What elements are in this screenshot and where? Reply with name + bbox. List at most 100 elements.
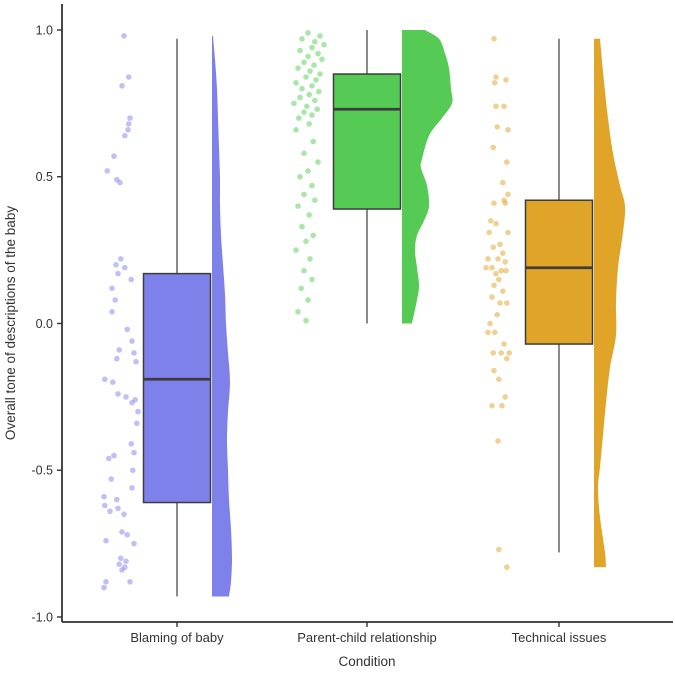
violin-3 (594, 38, 626, 568)
data-point (313, 77, 319, 83)
data-point (103, 579, 109, 585)
data-point (498, 267, 505, 274)
data-point (102, 502, 108, 509)
data-point (126, 121, 132, 127)
data-point (502, 394, 509, 400)
data-point (489, 264, 495, 271)
data-point (297, 174, 303, 180)
data-point (498, 350, 505, 356)
data-point (117, 179, 123, 186)
data-point (129, 399, 135, 406)
data-point (115, 270, 121, 277)
y-tick-label: -1.0 (31, 610, 53, 624)
data-point (500, 250, 506, 256)
data-point (119, 529, 125, 535)
data-point (297, 94, 303, 101)
data-point (116, 347, 122, 353)
data-point (504, 159, 510, 165)
data-point (113, 262, 119, 268)
x-axis-title: Condition (338, 654, 395, 669)
data-point (118, 256, 124, 262)
data-point (496, 276, 502, 283)
data-point (499, 402, 505, 409)
data-point (496, 376, 502, 383)
axes-layer: 1.0 0.5 0.0 -0.5 -1.0 Blaming of baby Parent-c… (31, 4, 673, 645)
data-point (101, 493, 107, 500)
data-point (496, 546, 502, 553)
data-point (485, 329, 491, 336)
data-point (129, 338, 135, 344)
data-point (483, 264, 489, 271)
data-point (134, 420, 140, 427)
data-point (304, 103, 310, 110)
data-point (115, 391, 121, 397)
box-3 (524, 199, 594, 345)
data-point (503, 77, 509, 83)
data-point (494, 311, 501, 318)
y-tick-label: -0.5 (31, 464, 53, 478)
scatter-layer (101, 30, 512, 591)
data-point (490, 244, 497, 250)
data-point (316, 88, 322, 95)
y-axis-title: Overall tone of descriptions of the baby (3, 206, 18, 440)
data-point (108, 476, 114, 482)
box-2 (332, 73, 402, 210)
data-point (309, 83, 315, 89)
data-point (104, 168, 110, 174)
data-point (315, 159, 321, 165)
x-tick-label: Blaming of baby (130, 630, 224, 645)
data-point (491, 282, 497, 289)
data-point (299, 85, 305, 92)
data-point (493, 103, 499, 110)
data-point (303, 238, 309, 245)
data-point (490, 144, 497, 151)
violin-2 (402, 30, 453, 324)
data-point (301, 109, 307, 115)
data-point (297, 47, 303, 54)
data-point (135, 408, 141, 415)
data-point (124, 326, 130, 333)
data-point (115, 505, 121, 512)
data-point (130, 467, 136, 474)
data-point (309, 276, 315, 283)
x-tick-label: Technical issues (512, 630, 607, 645)
y-tick-label: 1.0 (36, 23, 53, 37)
data-point (497, 241, 503, 248)
data-point (127, 115, 133, 121)
data-point (126, 74, 132, 80)
data-point (109, 309, 115, 315)
data-point (505, 191, 511, 198)
data-point (111, 153, 117, 159)
data-point (121, 511, 127, 518)
data-point (309, 112, 315, 118)
data-point (489, 402, 495, 409)
data-point (317, 71, 323, 77)
data-point (123, 394, 129, 400)
data-point (314, 106, 321, 112)
data-point (114, 355, 120, 362)
data-point (111, 452, 117, 459)
data-point (493, 270, 499, 277)
data-point (493, 220, 499, 227)
data-point (293, 80, 299, 86)
data-point (131, 449, 137, 456)
data-point (131, 350, 137, 356)
data-point (500, 179, 506, 186)
data-point (309, 182, 315, 189)
data-point (122, 132, 128, 139)
data-point (502, 259, 509, 265)
data-point (495, 256, 501, 262)
y-tick-label: 0.0 (36, 317, 53, 331)
data-point (295, 309, 301, 315)
data-point (487, 320, 493, 327)
data-point (123, 558, 129, 564)
data-point (504, 564, 510, 570)
data-point (131, 540, 137, 547)
data-point (311, 62, 317, 68)
data-point (102, 376, 108, 383)
data-point (305, 297, 311, 303)
data-point (299, 223, 305, 230)
data-point (122, 264, 128, 271)
data-point (495, 438, 501, 444)
